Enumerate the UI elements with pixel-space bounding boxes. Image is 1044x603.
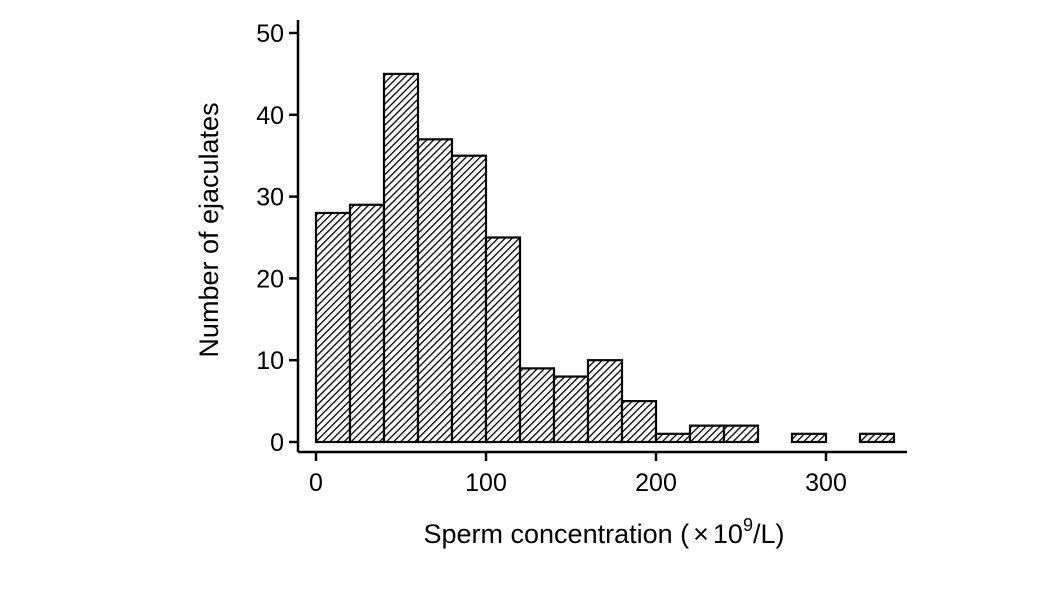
histogram-bar (552, 375, 590, 444)
y-tick-label: 10 (256, 347, 284, 375)
histogram-bar (858, 432, 896, 444)
x-axis-label-base: 10 (713, 519, 743, 549)
x-ticks-group: 0 100 200 300 (309, 452, 847, 497)
histogram-bar (314, 211, 352, 444)
x-axis-label-times: × (693, 519, 709, 549)
y-tick-label: 40 (256, 102, 284, 130)
histogram-bar (450, 154, 488, 444)
bars-group (314, 72, 896, 444)
x-tick-label: 0 (309, 469, 323, 497)
y-tick-label: 0 (270, 429, 284, 457)
y-tick-label: 50 (256, 20, 284, 48)
y-ticks-group: 0 10 20 30 40 50 (256, 20, 298, 457)
histogram-bar (348, 203, 386, 444)
x-tick-label: 100 (465, 469, 507, 497)
histogram-bar (654, 432, 692, 444)
x-tick-label: 300 (805, 469, 847, 497)
x-axis-label-tail: /L) (753, 519, 785, 549)
histogram-bar (620, 400, 658, 444)
histogram-bar (586, 359, 624, 444)
x-axis-label-exponent: 9 (743, 515, 753, 535)
x-axis-label: Sperm concentration (× 109/L) (424, 515, 785, 549)
x-tick-label: 200 (635, 469, 677, 497)
histogram-bar (688, 424, 726, 444)
histogram-bar (382, 72, 420, 444)
histogram-bar (790, 432, 828, 444)
y-tick-label: 20 (256, 265, 284, 293)
histogram-bar (518, 367, 556, 444)
y-axis-label: Number of ejaculates (194, 102, 224, 357)
x-axis-label-main: Sperm concentration ( (424, 519, 690, 549)
y-tick-label: 30 (256, 184, 284, 212)
histogram-bar (484, 236, 522, 444)
histogram-bar (722, 424, 760, 444)
histogram-bar (416, 138, 454, 444)
